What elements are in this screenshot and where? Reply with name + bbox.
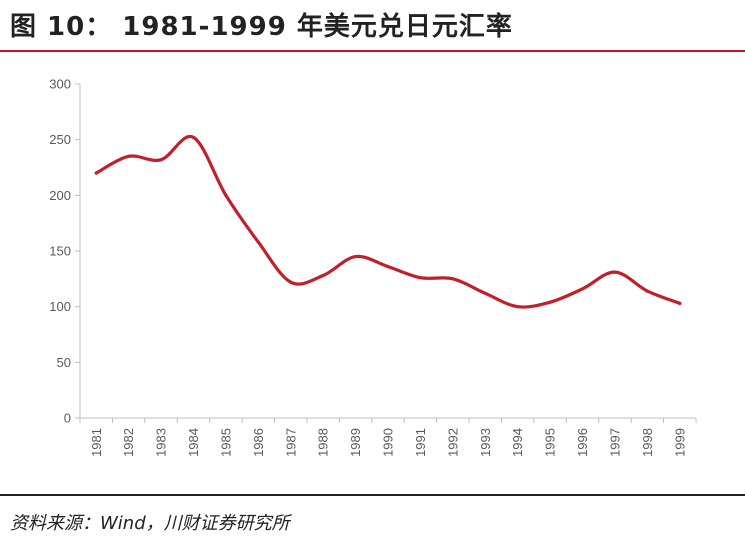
x-tick-label: 1992 [445, 428, 460, 457]
x-tick-label: 1987 [283, 428, 298, 457]
data-point [483, 291, 487, 295]
data-point [224, 193, 228, 197]
data-point [613, 270, 617, 274]
y-tick-label: 200 [49, 188, 71, 203]
data-point [191, 135, 196, 140]
x-tick-label: 1997 [607, 428, 622, 457]
x-tick-label: 1996 [575, 428, 590, 457]
data-point [548, 300, 552, 304]
data-point [451, 277, 455, 281]
x-tick-label: 1985 [218, 428, 233, 457]
chart-container: 0 50 100 150 200 250 300 1981 1982 1983 1984 1985 1… [0, 54, 745, 490]
x-tick-label: 1990 [381, 428, 396, 457]
series-line [94, 134, 682, 309]
series-group [94, 134, 682, 309]
y-tick-label: 0 [64, 411, 71, 426]
page-title: 图 10： 1981-1999 年美元兑日元汇率 [10, 12, 513, 42]
data-point [418, 276, 423, 280]
y-tick-label: 300 [49, 77, 71, 92]
x-tick-label: 1991 [413, 428, 428, 457]
x-tick-label: 1998 [640, 428, 655, 457]
y-tick-label: 100 [49, 299, 71, 314]
x-tick-label: 1999 [672, 428, 687, 457]
x-tick-label: 1988 [316, 428, 331, 457]
x-tick-label: 1995 [543, 428, 558, 457]
data-point [94, 171, 98, 175]
data-point [645, 289, 649, 293]
y-tick-label: 150 [49, 244, 71, 259]
source-note: 资料来源：Wind，川财证券研究所 [10, 513, 290, 534]
x-tick-label: 1981 [89, 428, 104, 457]
y-axis: 0 50 100 150 200 250 300 [49, 77, 81, 426]
title-divider [0, 50, 745, 52]
x-tick-label: 1983 [154, 428, 169, 457]
footer-divider [0, 494, 745, 496]
x-tick-label: 1984 [186, 428, 201, 457]
data-point [321, 273, 325, 278]
x-tick-label: 1982 [121, 428, 136, 457]
data-point [353, 254, 358, 259]
data-point [678, 301, 682, 305]
data-point [580, 287, 585, 291]
data-point [386, 264, 390, 269]
data-point [256, 240, 260, 244]
x-tick-label: 1993 [478, 428, 493, 457]
data-point [289, 280, 293, 284]
data-point [516, 305, 520, 309]
x-tick-label: 1989 [348, 428, 363, 457]
data-point [159, 158, 163, 162]
x-tick-label: 1994 [510, 428, 525, 457]
y-tick-label: 50 [57, 355, 71, 370]
x-axis: 1981 1982 1983 1984 1985 1986 1987 1988 1989 1990… [79, 417, 697, 457]
x-tick-label: 1986 [251, 428, 266, 457]
data-point [127, 154, 131, 158]
y-tick-label: 250 [49, 132, 71, 147]
